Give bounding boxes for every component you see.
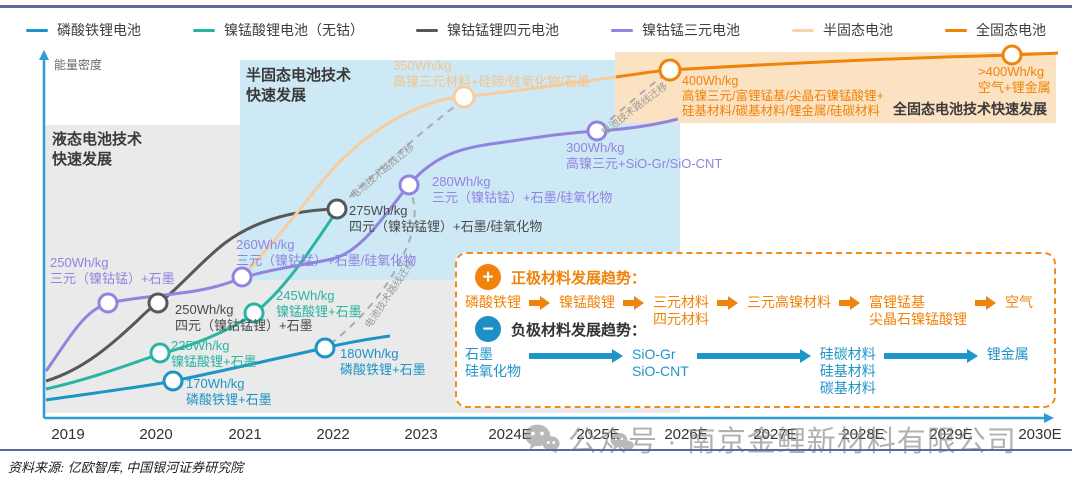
annotation-275: 275Wh/kg 四元（镍钴锰锂）+石墨/硅氧化物 — [349, 203, 543, 234]
positive-trend-title: 正极材料发展趋势： — [511, 269, 647, 287]
anode-stage-sio: SiO-Gr SiO-CNT — [632, 346, 689, 379]
annotation-170: 170Wh/kg 磷酸铁锂+石墨 — [186, 376, 272, 407]
legend-item-ternary: 镍钴锰三元电池 — [611, 20, 740, 40]
plus-icon: + — [475, 264, 501, 290]
annotation-400: 400Wh/kg 高镍三元/富锂锰基/尖晶石镍锰酸锂+ 硅基材料/碳基材料/锂金属… — [682, 74, 884, 118]
watermark-text: 公众号 · 南京金鲤新材料有限公司 — [568, 426, 1017, 458]
annotation-225: 225Wh/kg 镍锰酸锂+石墨 — [171, 338, 257, 369]
x-tick-2020: 2020 — [139, 426, 173, 443]
negative-trend-title: 负极材料发展趋势： — [511, 321, 647, 339]
x-tick-2021: 2021 — [228, 426, 262, 443]
lnmo-line-swatch-icon — [193, 28, 215, 32]
positive-trend-header: + 正极材料发展趋势： — [475, 264, 646, 290]
arrow-right-icon — [623, 296, 644, 310]
annotation-260: 260Wh/kg 三元（镍钴锰）+石墨/硅氧化物 — [236, 237, 417, 268]
material-trend-box: + 正极材料发展趋势： 磷酸铁锂 镍锰酸锂 三元材料 四元材料 三元高镍材料 富… — [455, 252, 1056, 408]
phase-label-liquid: 液态电池技术 快速发展 — [52, 131, 143, 168]
cathode-stage-air: 空气 — [1005, 294, 1033, 310]
solid-line-swatch-icon — [945, 28, 967, 32]
x-tick-2029e: 2029E — [929, 426, 973, 443]
minus-icon: − — [475, 316, 501, 342]
chart-legend: 磷酸铁锂电池 镍锰酸锂电池（无钴） 镍钴锰锂四元电池 镍钴锰三元电池 半固态电池… — [0, 20, 1072, 40]
phase-label-solid: 全固态电池技术快速发展 — [893, 101, 1047, 117]
cathode-stage-li-rich: 富锂锰基 尖晶石镍锰酸锂 — [869, 294, 967, 327]
x-tick-2022: 2022 — [316, 426, 350, 443]
arrow-right-icon — [529, 296, 550, 310]
arrow-right-icon — [839, 296, 860, 310]
legend-label: 全固态电池 — [976, 22, 1046, 38]
annotation-300: 300Wh/kg 高镍三元+SiO-Gr/SiO-CNT — [566, 140, 723, 171]
legend-item-lnmo: 镍锰酸锂电池（无钴） — [193, 20, 364, 40]
y-axis-label: 能量密度 — [54, 58, 103, 72]
anode-stage-li-metal: 锂金属 — [986, 346, 1029, 362]
legend-label: 镍钴锰锂四元电池 — [447, 22, 559, 38]
semi-solid-line-swatch-icon — [792, 28, 814, 32]
legend-label: 磷酸铁锂电池 — [57, 22, 141, 38]
legend-label: 半固态电池 — [823, 22, 893, 38]
lfp-line-swatch-icon — [26, 28, 48, 32]
wechat-icon-small — [610, 432, 634, 451]
watermark: 公众号 · 南京金鲤新材料有限公司 — [524, 418, 1017, 460]
x-tick-2023: 2023 — [404, 426, 438, 443]
quaternary-line-swatch-icon — [416, 28, 438, 32]
x-tick-2025e: 2025E — [576, 426, 620, 443]
legend-label: 镍钴锰三元电池 — [642, 22, 740, 38]
cathode-stage-ternary: 三元材料 四元材料 — [653, 294, 709, 327]
annotation-350: 350Wh/kg 高镍三元材料+硅碳/硅氧化物/石墨 — [393, 58, 590, 89]
x-tick-2028e: 2028E — [841, 426, 885, 443]
y-axis-arrow-icon — [39, 50, 49, 60]
legend-item-solid: 全固态电池 — [945, 20, 1046, 40]
x-tick-2030e: 2030E — [1018, 426, 1062, 443]
top-rule — [0, 5, 1072, 8]
cathode-stage-lfp: 磷酸铁锂 — [465, 294, 521, 310]
arrow-right-icon — [883, 349, 978, 363]
arrow-right-icon — [696, 349, 811, 363]
negative-trend-header: − 负极材料发展趋势： — [475, 316, 646, 342]
annotation-400plus: >400Wh/kg 空气+锂金属 — [978, 64, 1051, 95]
positive-material-chain: 磷酸铁锂 镍锰酸锂 三元材料 四元材料 三元高镍材料 富锂锰基 尖晶石镍锰酸锂 … — [465, 294, 1033, 328]
source-note: 资料来源: 亿欧智库, 中国银河证券研究院 — [8, 460, 244, 475]
x-tick-2019: 2019 — [51, 426, 85, 443]
anode-stage-silicon-carbon: 硅碳材料 硅基材料 碳基材料 — [819, 346, 876, 396]
arrow-right-icon — [717, 296, 738, 310]
annotation-280: 280Wh/kg 三元（镍钴锰）+石墨/硅氧化物 — [432, 174, 613, 205]
annotation-245: 245Wh/kg 镍锰酸锂+石墨 — [276, 288, 362, 319]
legend-item-quaternary: 镍钴锰锂四元电池 — [416, 20, 559, 40]
annotation-180: 180Wh/kg 磷酸铁锂+石墨 — [340, 346, 426, 377]
ternary-line-swatch-icon — [611, 28, 633, 32]
anode-stage-graphite: 石墨 硅氧化物 — [465, 346, 521, 379]
annotation-250-quaternary: 250Wh/kg 四元（镍钴锰锂）+石墨 — [175, 302, 313, 333]
phase-label-semi-solid: 半固态电池技术 快速发展 — [246, 67, 352, 104]
legend-item-semi-solid: 半固态电池 — [792, 20, 893, 40]
x-tick-2026e: 2026E — [664, 426, 708, 443]
wechat-icon — [524, 424, 560, 454]
negative-material-chain: 石墨 硅氧化物 SiO-Gr SiO-CNT 硅碳材料 硅基材料 碳基材料 锂金… — [465, 346, 1029, 397]
arrow-right-icon — [975, 296, 996, 310]
legend-label: 镍锰酸锂电池（无钴） — [224, 22, 364, 38]
arrow-right-icon — [529, 349, 623, 363]
x-tick-2027e: 2027E — [753, 426, 797, 443]
bottom-rule — [0, 449, 1072, 451]
annotation-250-ternary: 250Wh/kg 三元（镍钴锰）+石墨 — [50, 255, 175, 286]
cathode-stage-high-nickel: 三元高镍材料 — [747, 294, 831, 310]
x-axis-arrow-icon — [1044, 413, 1054, 423]
cathode-stage-lnmo: 镍锰酸锂 — [559, 294, 615, 310]
x-tick-2024e: 2024E — [488, 426, 532, 443]
legend-item-lfp: 磷酸铁锂电池 — [26, 20, 141, 40]
